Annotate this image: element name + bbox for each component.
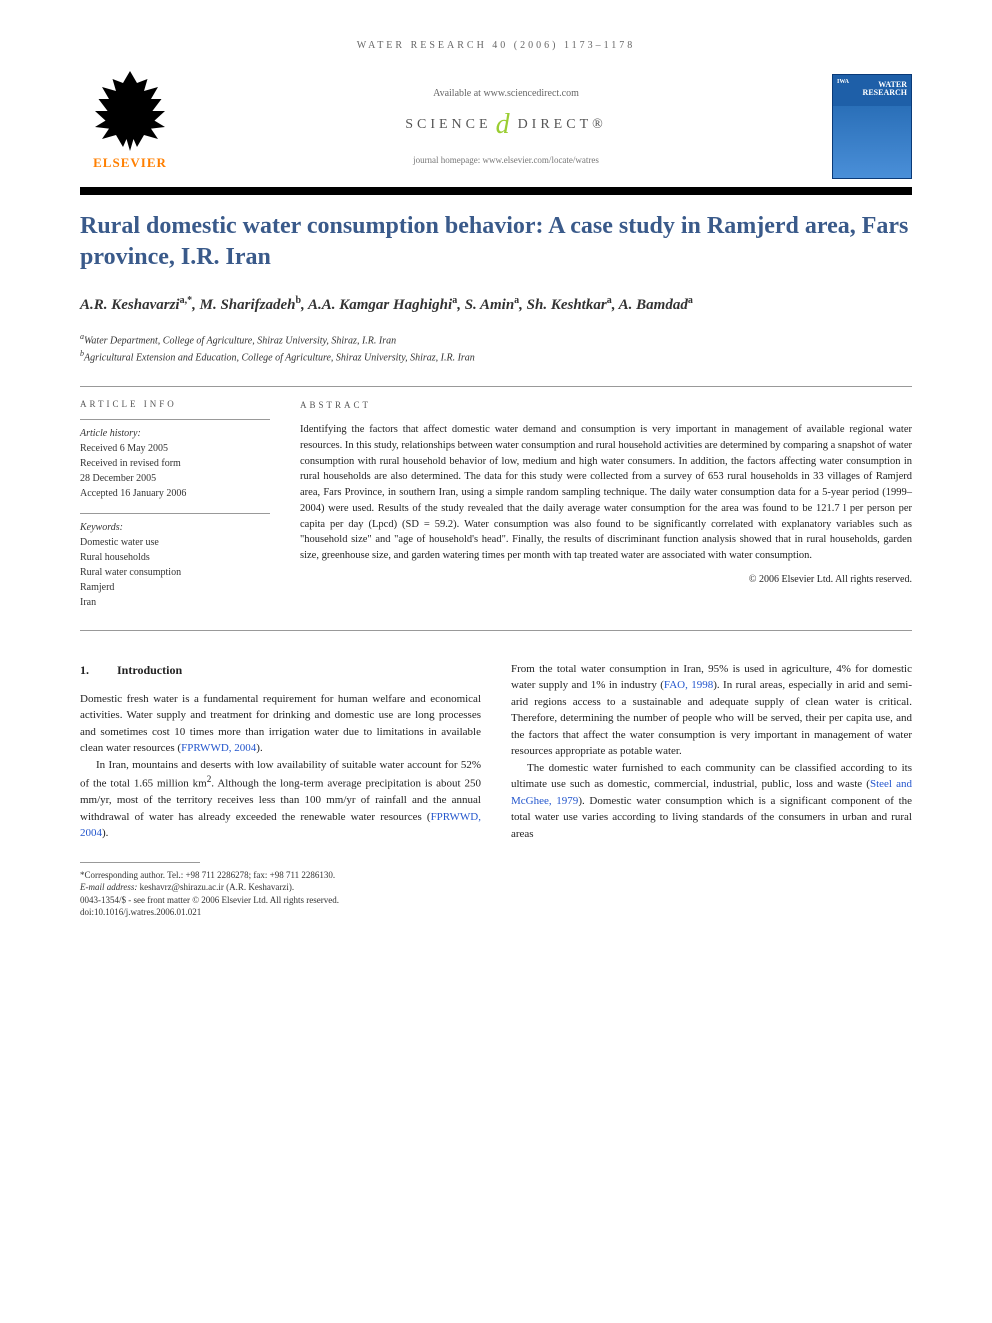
banner-center: Available at www.sciencedirect.com SCIEN… bbox=[180, 88, 832, 165]
keywords-label: Keywords: bbox=[80, 520, 270, 535]
issn-line: 0043-1354/$ - see front matter © 2006 El… bbox=[80, 894, 481, 907]
available-at: Available at www.sciencedirect.com bbox=[180, 88, 832, 99]
history-line: Accepted 16 January 2006 bbox=[80, 486, 270, 501]
footnote-rule bbox=[80, 862, 200, 863]
rule-thin-top bbox=[80, 386, 912, 387]
email-address: keshavrz@shirazu.ac.ir (A.R. Keshavarzi)… bbox=[140, 882, 294, 892]
doi-line: doi:10.1016/j.watres.2006.01.021 bbox=[80, 906, 481, 919]
science-direct-logo: SCIENCE d DIRECT® bbox=[180, 109, 832, 141]
sd-at-icon: d bbox=[496, 109, 514, 141]
email-line: E-mail address: keshavrz@shirazu.ac.ir (… bbox=[80, 881, 481, 894]
abstract: ABSTRACT Identifying the factors that af… bbox=[300, 399, 912, 622]
paragraph: The domestic water furnished to each com… bbox=[511, 760, 912, 843]
elsevier-tree-icon bbox=[95, 71, 165, 151]
keywords-block: Keywords: Domestic water use Rural house… bbox=[80, 513, 270, 610]
running-header: WATER RESEARCH 40 (2006) 1173–1178 bbox=[80, 40, 912, 51]
email-label: E-mail address: bbox=[80, 882, 137, 892]
article-title: Rural domestic water consumption behavio… bbox=[80, 211, 912, 273]
affiliation-a: aWater Department, College of Agricultur… bbox=[80, 331, 912, 348]
rule-thick bbox=[80, 187, 912, 195]
paragraph: Domestic fresh water is a fundamental re… bbox=[80, 691, 481, 757]
history-line: Received in revised form bbox=[80, 456, 270, 471]
keyword: Rural households bbox=[80, 550, 270, 565]
history-line: 28 December 2005 bbox=[80, 471, 270, 486]
rule-thin-bottom bbox=[80, 630, 912, 631]
paragraph: From the total water consumption in Iran… bbox=[511, 661, 912, 760]
citation-link[interactable]: FPRWWD, 2004 bbox=[181, 742, 256, 754]
footnotes: *Corresponding author. Tel.: +98 711 228… bbox=[80, 869, 481, 919]
abstract-copyright: © 2006 Elsevier Ltd. All rights reserved… bbox=[300, 572, 912, 587]
article-info: ARTICLE INFO Article history: Received 6… bbox=[80, 399, 270, 622]
info-heading: ARTICLE INFO bbox=[80, 399, 270, 409]
corresponding-author: *Corresponding author. Tel.: +98 711 228… bbox=[80, 869, 481, 882]
column-left: 1. Introduction Domestic fresh water is … bbox=[80, 661, 481, 920]
elsevier-logo: ELSEVIER bbox=[80, 71, 180, 181]
authors: A.R. Keshavarzia,*, M. Sharifzadehb, A.A… bbox=[80, 293, 912, 317]
article-history: Article history: Received 6 May 2005 Rec… bbox=[80, 419, 270, 501]
body-columns: 1. Introduction Domestic fresh water is … bbox=[80, 661, 912, 920]
sd-pre: SCIENCE bbox=[405, 117, 491, 132]
keyword: Iran bbox=[80, 595, 270, 610]
section-title: Introduction bbox=[117, 661, 182, 679]
abstract-heading: ABSTRACT bbox=[300, 399, 912, 413]
sd-post: DIRECT® bbox=[518, 117, 607, 132]
affiliations: aWater Department, College of Agricultur… bbox=[80, 331, 912, 366]
column-right: From the total water consumption in Iran… bbox=[511, 661, 912, 920]
affiliation-b: bAgricultural Extension and Education, C… bbox=[80, 348, 912, 365]
citation-link[interactable]: FAO, 1998 bbox=[664, 679, 713, 691]
section-1-heading: 1. Introduction bbox=[80, 661, 481, 679]
cover-title: WATER RESEARCH bbox=[833, 81, 907, 99]
journal-homepage: journal homepage: www.elsevier.com/locat… bbox=[180, 155, 832, 165]
top-banner: ELSEVIER Available at www.sciencedirect.… bbox=[80, 71, 912, 181]
keyword: Ramjerd bbox=[80, 580, 270, 595]
keyword: Rural water consumption bbox=[80, 565, 270, 580]
paragraph: In Iran, mountains and deserts with low … bbox=[80, 757, 481, 842]
history-label: Article history: bbox=[80, 426, 270, 441]
journal-cover: IWA WATER RESEARCH bbox=[832, 74, 912, 179]
keyword: Domestic water use bbox=[80, 535, 270, 550]
elsevier-label: ELSEVIER bbox=[93, 155, 167, 171]
history-line: Received 6 May 2005 bbox=[80, 441, 270, 456]
section-num: 1. bbox=[80, 661, 89, 679]
abstract-text: Identifying the factors that affect dome… bbox=[300, 422, 912, 564]
